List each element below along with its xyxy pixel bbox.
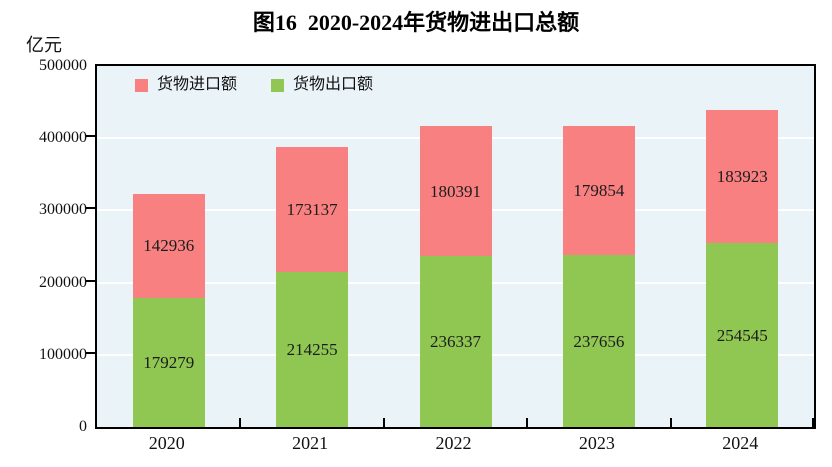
y-axis-tick bbox=[86, 135, 95, 138]
x-axis-tick bbox=[669, 418, 672, 427]
legend: 货物进口额 货物出口额 bbox=[135, 77, 373, 93]
x-axis-label-2020: 2020 bbox=[148, 433, 185, 453]
bar-value-label: 179854 bbox=[573, 181, 625, 200]
chart-title: 图16 2020-2024年货物进出口总额 bbox=[252, 10, 580, 35]
legend-item-exports: 货物出口额 bbox=[271, 77, 373, 93]
y-axis-label-300000: 300000 bbox=[39, 201, 87, 219]
y-axis-label-0: 0 bbox=[79, 418, 87, 435]
bar-segment-货物进口额-2024: 183923 bbox=[706, 110, 779, 244]
imports-color-swatch-icon bbox=[135, 78, 148, 92]
y-axis-unit-label: 亿元 bbox=[26, 35, 62, 55]
bar-segment-货物出口额-2024: 254545 bbox=[706, 243, 779, 427]
bar-value-label: 214255 bbox=[286, 340, 338, 360]
bar-segment-货物出口额-2020: 179279 bbox=[132, 297, 205, 427]
y-axis-label-400000: 400000 bbox=[39, 129, 87, 147]
bar-segment-货物出口额-2022: 236337 bbox=[419, 256, 492, 427]
y-axis-tick bbox=[86, 279, 95, 282]
x-axis-tick bbox=[239, 418, 242, 427]
x-axis-label-2021: 2021 bbox=[292, 433, 329, 453]
y-axis-label-200000: 200000 bbox=[39, 273, 87, 291]
bar-value-label: 254545 bbox=[716, 325, 768, 345]
x-axis-label-2022: 2022 bbox=[435, 433, 472, 453]
plot-area: 货物进口额 货物出口额 179279 142936 214255 173137 2363… bbox=[95, 64, 816, 429]
legend-item-imports: 货物进口额 bbox=[135, 77, 237, 93]
exports-color-swatch-icon bbox=[271, 78, 285, 92]
x-axis-label-2023: 2023 bbox=[578, 433, 615, 453]
bar-value-label: 173137 bbox=[286, 200, 338, 220]
x-axis-tick bbox=[812, 418, 814, 427]
x-axis-tick bbox=[382, 418, 385, 427]
bar-value-label: 180391 bbox=[430, 181, 481, 201]
x-axis-label-2024: 2024 bbox=[722, 433, 759, 453]
y-axis-label-100000: 100000 bbox=[39, 345, 87, 363]
bar-value-label: 183923 bbox=[716, 167, 768, 187]
bar-value-label: 179279 bbox=[143, 352, 195, 372]
bar-segment-货物进口额-2023: 179854 bbox=[562, 125, 635, 256]
y-axis-tick bbox=[86, 207, 95, 210]
bar-value-label: 236337 bbox=[430, 332, 481, 352]
bar-value-label: 237656 bbox=[573, 331, 625, 351]
legend-label-imports: 货物进口额 bbox=[157, 76, 238, 93]
x-axis-tick bbox=[526, 418, 529, 427]
bar-segment-货物进口额-2022: 180391 bbox=[419, 126, 492, 257]
legend-label-exports: 货物出口额 bbox=[293, 76, 374, 93]
bar-segment-货物进口额-2020: 142936 bbox=[132, 194, 205, 298]
y-axis-label-500000: 500000 bbox=[39, 57, 87, 74]
y-axis-tick bbox=[86, 351, 95, 354]
bar-value-label: 142936 bbox=[143, 236, 195, 256]
bar-segment-货物出口额-2023: 237656 bbox=[562, 255, 635, 427]
bar-segment-货物进口额-2021: 173137 bbox=[276, 147, 349, 273]
bar-segment-货物出口额-2021: 214255 bbox=[276, 272, 349, 427]
